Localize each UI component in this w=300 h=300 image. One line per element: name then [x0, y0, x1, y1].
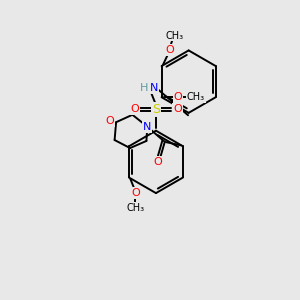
- Text: CH₃: CH₃: [187, 92, 205, 102]
- Text: O: O: [130, 104, 139, 114]
- Text: CH₃: CH₃: [166, 31, 184, 41]
- Text: O: O: [166, 45, 174, 55]
- Text: O: O: [131, 188, 140, 198]
- Text: H: H: [140, 83, 148, 93]
- Text: S: S: [152, 103, 160, 116]
- Text: CH₃: CH₃: [126, 203, 145, 213]
- Text: N: N: [149, 83, 158, 93]
- Text: O: O: [173, 104, 182, 114]
- Text: N: N: [143, 122, 152, 132]
- Text: O: O: [153, 157, 162, 167]
- Text: O: O: [106, 116, 115, 126]
- Text: O: O: [174, 92, 182, 102]
